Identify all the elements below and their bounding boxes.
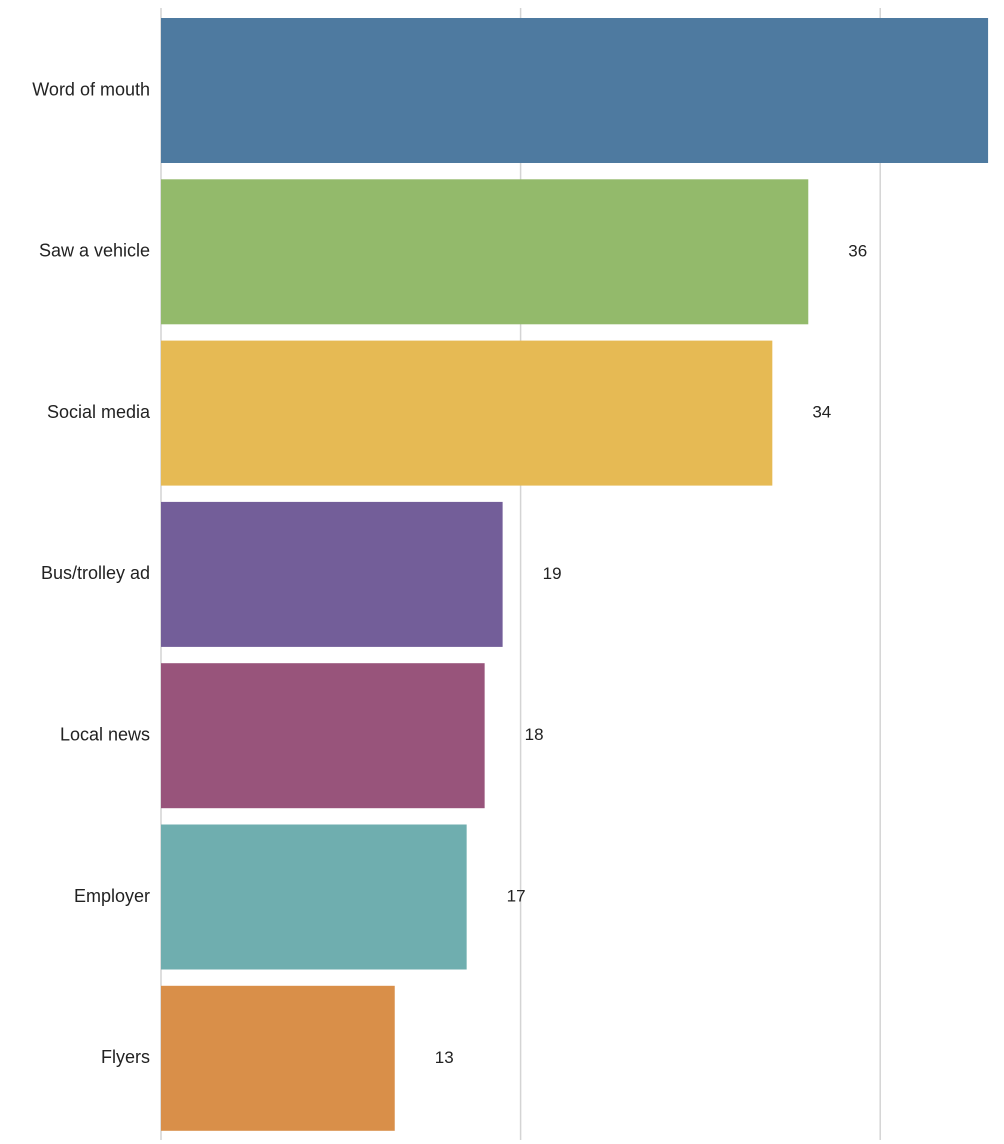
bar-local-news: [161, 663, 485, 809]
category-label-flyers: Flyers: [101, 1047, 150, 1067]
category-label-saw-a-vehicle: Saw a vehicle: [39, 241, 150, 261]
value-label-saw-a-vehicle: 36: [848, 241, 867, 260]
bar-social-media: [161, 340, 773, 486]
category-label-local-news: Local news: [60, 724, 150, 744]
bar-bus-trolley-ad: [161, 501, 503, 647]
value-label-bus-trolley-ad: 19: [543, 564, 562, 583]
bar-saw-a-vehicle: [161, 179, 809, 325]
category-label-employer: Employer: [74, 886, 150, 906]
value-label-flyers: 13: [435, 1048, 454, 1067]
category-label-social-media: Social media: [47, 402, 151, 422]
value-label-employer: 17: [507, 886, 526, 905]
labels: Word of mouth Saw a vehicle 36 Social media…: [32, 79, 867, 1067]
value-label-social-media: 34: [812, 403, 831, 422]
category-label-bus-trolley-ad: Bus/trolley ad: [41, 563, 150, 583]
bars: [161, 18, 989, 1131]
bar-employer: [161, 824, 467, 970]
bar-flyers: [161, 985, 395, 1131]
category-label-word-of-mouth: Word of mouth: [32, 79, 150, 99]
value-label-local-news: 18: [525, 725, 544, 744]
bar-word-of-mouth: [161, 18, 989, 163]
